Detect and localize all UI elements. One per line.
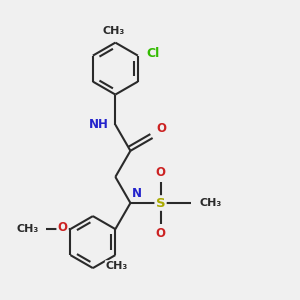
Text: S: S xyxy=(156,196,165,209)
Text: CH₃: CH₃ xyxy=(200,198,222,208)
Text: N: N xyxy=(132,187,142,200)
Text: O: O xyxy=(156,166,166,179)
Text: CH₃: CH₃ xyxy=(16,224,39,234)
Text: NH: NH xyxy=(89,118,109,131)
Text: O: O xyxy=(58,221,68,234)
Text: Cl: Cl xyxy=(146,47,160,60)
Text: CH₃: CH₃ xyxy=(103,26,125,36)
Text: CH₃: CH₃ xyxy=(106,261,128,271)
Text: O: O xyxy=(156,227,166,240)
Text: O: O xyxy=(156,122,166,135)
